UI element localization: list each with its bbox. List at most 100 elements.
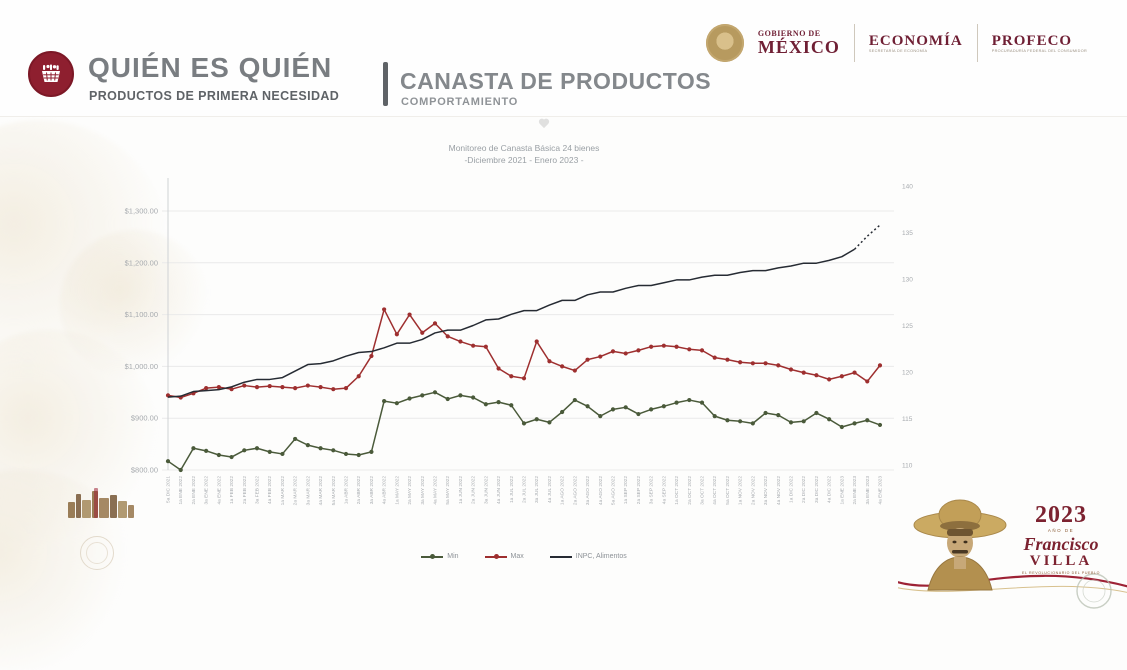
svg-text:2a JUN 2022: 2a JUN 2022	[471, 476, 477, 504]
svg-text:3a SEP 2022: 3a SEP 2022	[649, 476, 655, 505]
svg-text:$900.00: $900.00	[131, 414, 158, 423]
qqp-logo	[28, 51, 74, 97]
svg-text:2a JUL 2022: 2a JUL 2022	[521, 476, 527, 503]
max-line-sample	[484, 553, 507, 559]
economia-logo: ECONOMÍA SECRETARÍA DE ECONOMÍA	[869, 33, 963, 54]
gobierno-de-mexico-wordmark: GOBIERNO DE MÉXICO	[757, 29, 840, 57]
svg-text:2a AGO 2022: 2a AGO 2022	[572, 476, 578, 505]
svg-text:1a FEB 2022: 1a FEB 2022	[229, 476, 235, 504]
svg-text:1a JUN 2022: 1a JUN 2022	[458, 476, 464, 504]
svg-text:3a AGO 2022: 3a AGO 2022	[585, 476, 591, 505]
svg-text:1a AGO 2022: 1a AGO 2022	[560, 476, 566, 505]
svg-text:4a FEB 2022: 4a FEB 2022	[267, 476, 273, 504]
legend-label-inpc: INPC, Alimentos	[575, 553, 627, 560]
watermark-seal	[80, 536, 114, 570]
svg-text:2a MAR 2022: 2a MAR 2022	[293, 476, 299, 506]
svg-text:1a DIC 2022: 1a DIC 2022	[788, 476, 794, 503]
price-monitoring-chart: Monitoreo de Canasta Básica 24 bienes -D…	[95, 135, 925, 605]
svg-text:4a SEP 2022: 4a SEP 2022	[661, 476, 667, 505]
svg-text:3a NOV 2022: 3a NOV 2022	[763, 476, 769, 505]
svg-text:2a DIC 2022: 2a DIC 2022	[801, 476, 807, 503]
svg-text:2a ENE 2023: 2a ENE 2023	[852, 476, 858, 505]
chart-legend: Min Max INPC, Alimentos	[168, 553, 880, 560]
svg-text:1a JUL 2022: 1a JUL 2022	[509, 476, 515, 503]
watermark-heart-icon	[541, 119, 553, 130]
page-subtitle: COMPORTAMIENTO	[401, 96, 519, 108]
divider	[976, 24, 978, 62]
svg-text:110: 110	[902, 463, 913, 470]
legend-label-max: Max	[510, 553, 524, 560]
svg-text:1a SEP 2022: 1a SEP 2022	[623, 476, 629, 505]
economia-sublabel: SECRETARÍA DE ECONOMÍA	[868, 49, 928, 54]
svg-text:2a FEB 2022: 2a FEB 2022	[242, 476, 248, 504]
svg-text:3a ENE 2022: 3a ENE 2022	[204, 476, 210, 505]
brand-subtitle: PRODUCTOS DE PRIMERA NECESIDAD	[89, 89, 340, 103]
min-line-sample	[421, 553, 444, 559]
emblem-surname: VILLA	[1029, 552, 1093, 569]
svg-text:3a ABR 2022: 3a ABR 2022	[369, 476, 375, 505]
svg-text:$1,100.00: $1,100.00	[125, 310, 158, 319]
svg-text:140: 140	[902, 184, 913, 191]
svg-text:1a OCT 2022: 1a OCT 2022	[674, 476, 680, 505]
inpc-line-sample	[549, 555, 572, 558]
profeco-logo: PROFECO PROCURADURÍA FEDERAL DEL CONSUMI…	[992, 33, 1087, 54]
svg-text:4a NOV 2022: 4a NOV 2022	[776, 476, 782, 505]
wordmark-large: MÉXICO	[757, 37, 840, 57]
svg-text:2a ENE 2022: 2a ENE 2022	[191, 476, 197, 505]
red-ribbon	[893, 574, 1127, 588]
emblem-name: Francisco	[1023, 533, 1099, 554]
page-title: CANASTA DE PRODUCTOS	[400, 68, 712, 94]
max-marker-icon	[493, 553, 499, 559]
svg-text:4a DIC 2022: 4a DIC 2022	[827, 476, 833, 503]
svg-text:4a MAR 2022: 4a MAR 2022	[318, 476, 324, 506]
svg-text:4a ENE 2022: 4a ENE 2022	[216, 476, 222, 505]
emblem-year: 2023	[1035, 502, 1087, 528]
svg-text:1a MAR 2022: 1a MAR 2022	[280, 476, 286, 506]
svg-text:2a NOV 2022: 2a NOV 2022	[750, 476, 756, 505]
divider	[853, 24, 855, 62]
mexico-seal-icon	[705, 24, 744, 62]
svg-text:2a MAY 2022: 2a MAY 2022	[407, 476, 413, 505]
svg-text:115: 115	[902, 416, 913, 423]
svg-text:2a OCT 2022: 2a OCT 2022	[687, 476, 693, 505]
svg-text:5a DIC 2021: 5a DIC 2021	[166, 476, 172, 503]
min-marker-icon	[430, 553, 436, 559]
svg-text:5a AGO 2022: 5a AGO 2022	[610, 476, 616, 505]
header-divider	[383, 62, 388, 106]
svg-text:5a OCT 2022: 5a OCT 2022	[725, 476, 731, 505]
svg-text:4a ENE 2023: 4a ENE 2023	[877, 476, 883, 505]
svg-text:3a FEB 2022: 3a FEB 2022	[254, 476, 260, 504]
svg-text:4a JUL 2022: 4a JUL 2022	[547, 476, 553, 503]
economia-label: ECONOMÍA	[868, 32, 963, 49]
wordmark-small: GOBIERNO DE	[757, 29, 821, 38]
svg-text:120: 120	[902, 370, 913, 377]
svg-text:2a ABR 2022: 2a ABR 2022	[356, 476, 362, 505]
svg-text:3a OCT 2022: 3a OCT 2022	[699, 476, 705, 505]
watermark-ornament	[60, 230, 210, 380]
svg-text:4a JUN 2022: 4a JUN 2022	[496, 476, 502, 504]
svg-text:3a ENE 2023: 3a ENE 2023	[865, 476, 871, 505]
svg-text:3a MAR 2022: 3a MAR 2022	[305, 476, 311, 506]
emblem-tagline: EL REVOLUCIONARIO DEL PUEBLO	[1021, 570, 1101, 575]
svg-text:1a ENE 2023: 1a ENE 2023	[839, 476, 845, 505]
svg-text:135: 135	[902, 230, 913, 237]
svg-text:2a SEP 2022: 2a SEP 2022	[636, 476, 642, 505]
chart-subtitle: -Diciembre 2021 - Enero 2023 -	[464, 155, 584, 165]
svg-text:1a ENE 2022: 1a ENE 2022	[178, 476, 184, 505]
svg-text:130: 130	[902, 277, 913, 284]
svg-text:5a MAY 2022: 5a MAY 2022	[445, 476, 451, 505]
svg-text:1a MAY 2022: 1a MAY 2022	[394, 476, 400, 505]
svg-text:4a ABR 2022: 4a ABR 2022	[382, 476, 388, 505]
svg-text:3a JUN 2022: 3a JUN 2022	[483, 476, 489, 504]
profeco-sublabel: PROCURADURÍA FEDERAL DEL CONSUMIDOR	[991, 49, 1087, 54]
emblem-ano-de: AÑO DE	[1047, 528, 1075, 533]
svg-text:1a NOV 2022: 1a NOV 2022	[738, 476, 744, 505]
svg-text:3a JUL 2022: 3a JUL 2022	[534, 476, 540, 503]
francisco-villa-emblem: 2023 AÑO DE Francisco VILLA EL REVOLUCIO…	[893, 495, 1127, 617]
svg-text:4a MAY 2022: 4a MAY 2022	[432, 476, 438, 505]
svg-text:$1,000.00: $1,000.00	[125, 362, 158, 371]
svg-text:3a DIC 2022: 3a DIC 2022	[814, 476, 820, 503]
svg-text:125: 125	[902, 323, 913, 330]
legend-item-min: Min	[421, 553, 459, 560]
chart-title: Monitoreo de Canasta Básica 24 bienes	[448, 143, 600, 153]
